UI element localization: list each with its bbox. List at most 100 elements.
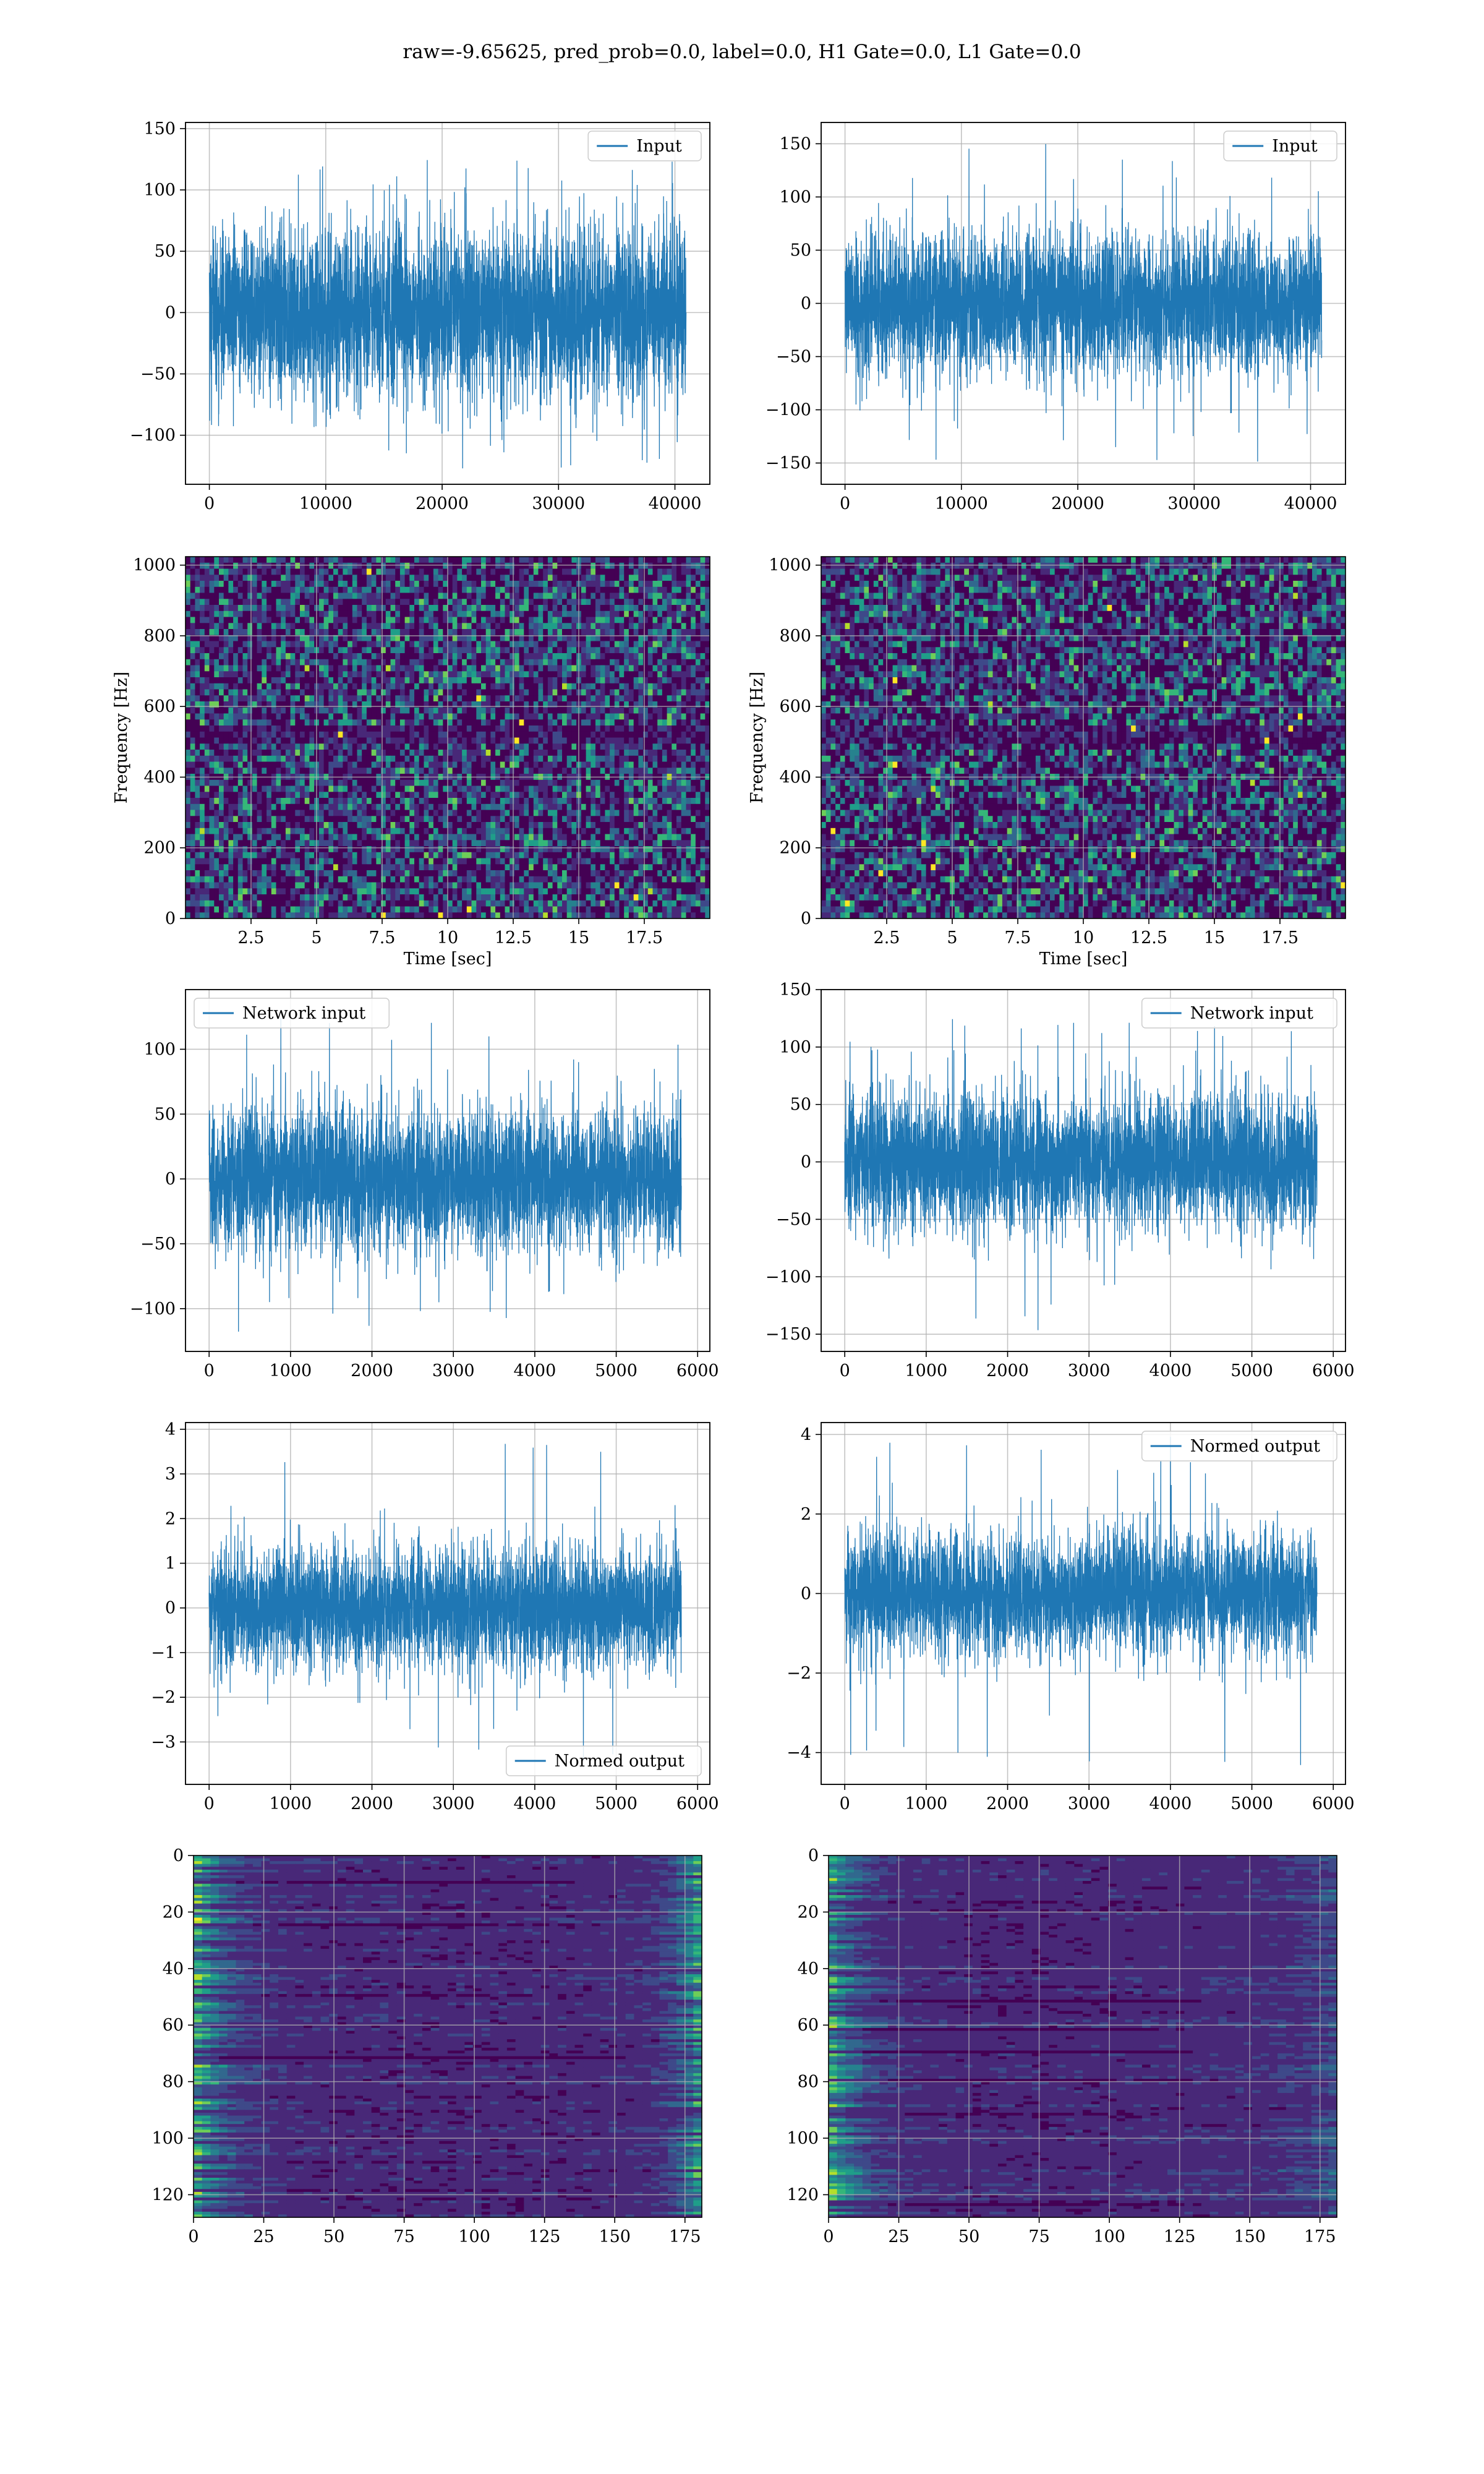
heatmap-cell	[643, 623, 649, 630]
heatmap-cell	[352, 755, 358, 763]
heatmap-cell	[628, 737, 634, 744]
heatmap-cell	[514, 792, 520, 798]
heatmap-cell	[267, 599, 272, 606]
heatmap-cell	[566, 737, 572, 744]
heatmap-cell	[490, 647, 496, 654]
heatmap-cell	[200, 641, 205, 648]
heatmap-cell	[323, 568, 329, 575]
heatmap-cell	[285, 617, 291, 623]
heatmap-cell	[476, 743, 482, 750]
heatmap-cell	[409, 568, 415, 575]
heatmap-cell	[271, 750, 277, 756]
heatmap-cell	[414, 635, 420, 642]
heatmap-cell	[204, 731, 210, 738]
heatmap-cell	[362, 641, 367, 648]
heatmap-cell	[500, 707, 506, 714]
plot-area: 0 10000 20000 30000 40000−150−100−5005010015…	[765, 122, 1346, 513]
heatmap-cell	[571, 701, 577, 708]
heatmap-cell	[376, 659, 382, 666]
heatmap-cell	[304, 695, 310, 702]
heatmap-cell	[471, 737, 477, 744]
heatmap-cell	[247, 750, 253, 756]
heatmap-cell	[524, 779, 529, 787]
heatmap-cell	[490, 605, 496, 612]
heatmap-cell	[276, 659, 281, 666]
heatmap-cell	[328, 803, 334, 811]
heatmap-cell	[352, 792, 358, 798]
heatmap-cell	[667, 586, 672, 594]
heatmap-cell	[700, 599, 706, 606]
heatmap-cell	[481, 822, 487, 829]
heatmap-cell	[471, 707, 477, 714]
heatmap-cell	[281, 695, 286, 702]
heatmap-cell	[338, 768, 343, 774]
heatmap-cell	[223, 779, 229, 787]
heatmap-cell	[481, 810, 487, 816]
heatmap-cell	[476, 785, 482, 792]
heatmap-cell	[209, 785, 215, 792]
heatmap-cell	[643, 779, 649, 787]
heatmap-cell	[514, 695, 520, 702]
heatmap-cell	[257, 683, 262, 690]
heatmap-cell	[348, 803, 353, 811]
heatmap-cell	[466, 816, 472, 823]
heatmap-cell	[376, 629, 382, 636]
heatmap-cell	[219, 701, 224, 708]
heatmap-cell	[285, 719, 291, 726]
heatmap-cell	[399, 726, 406, 732]
heatmap-cell	[414, 605, 420, 612]
heatmap-cell	[490, 803, 496, 811]
heatmap-cell	[304, 719, 310, 726]
heatmap-cell	[257, 605, 262, 612]
heatmap-cell	[309, 743, 315, 750]
heatmap-cell	[414, 581, 420, 588]
heatmap-cell	[695, 557, 701, 563]
heatmap-cell	[529, 599, 534, 606]
heatmap-cell	[600, 792, 605, 798]
heatmap-cell	[438, 701, 443, 708]
heatmap-cell	[409, 695, 415, 702]
heatmap-cell	[404, 785, 410, 792]
heatmap-cell	[281, 605, 286, 612]
heatmap-cell	[566, 792, 572, 798]
heatmap-cell	[328, 695, 334, 702]
heatmap-cell	[533, 726, 539, 732]
heatmap-cell	[271, 755, 277, 763]
heatmap-cell	[510, 689, 515, 696]
heatmap-cell	[581, 689, 587, 696]
heatmap-cell	[614, 798, 620, 805]
heatmap-cell	[200, 671, 205, 678]
heatmap-cell	[672, 557, 677, 563]
heatmap-cell	[190, 737, 195, 744]
heatmap-cell	[409, 610, 415, 618]
heatmap-cell	[643, 653, 649, 660]
heatmap-cell	[390, 683, 396, 690]
heatmap-cell	[448, 568, 453, 575]
heatmap-cell	[247, 707, 253, 714]
heatmap-cell	[505, 665, 510, 672]
heatmap-cell	[500, 810, 506, 816]
heatmap-cell	[338, 671, 343, 678]
heatmap-cell	[323, 599, 329, 606]
heatmap-cell	[381, 593, 386, 599]
heatmap-cell	[381, 707, 386, 714]
heatmap-cell	[318, 665, 325, 672]
heatmap-cell	[281, 701, 286, 708]
heatmap-cell	[348, 792, 353, 798]
heatmap-cell	[566, 683, 572, 690]
heatmap-cell	[262, 665, 267, 672]
heatmap-cell	[481, 659, 487, 666]
heatmap-cell	[409, 810, 415, 816]
heatmap-cell	[371, 701, 377, 708]
heatmap-cell	[276, 713, 281, 720]
heatmap-cell	[404, 623, 410, 630]
heatmap-cell	[571, 635, 577, 642]
heatmap-cell	[366, 562, 372, 570]
heatmap-cell	[443, 743, 448, 750]
heatmap-cell	[600, 557, 605, 563]
heatmap-cell	[566, 593, 572, 599]
heatmap-cell	[448, 629, 453, 636]
heatmap-cell	[624, 617, 629, 623]
heatmap-cell	[252, 647, 258, 654]
heatmap-cell	[695, 755, 701, 763]
